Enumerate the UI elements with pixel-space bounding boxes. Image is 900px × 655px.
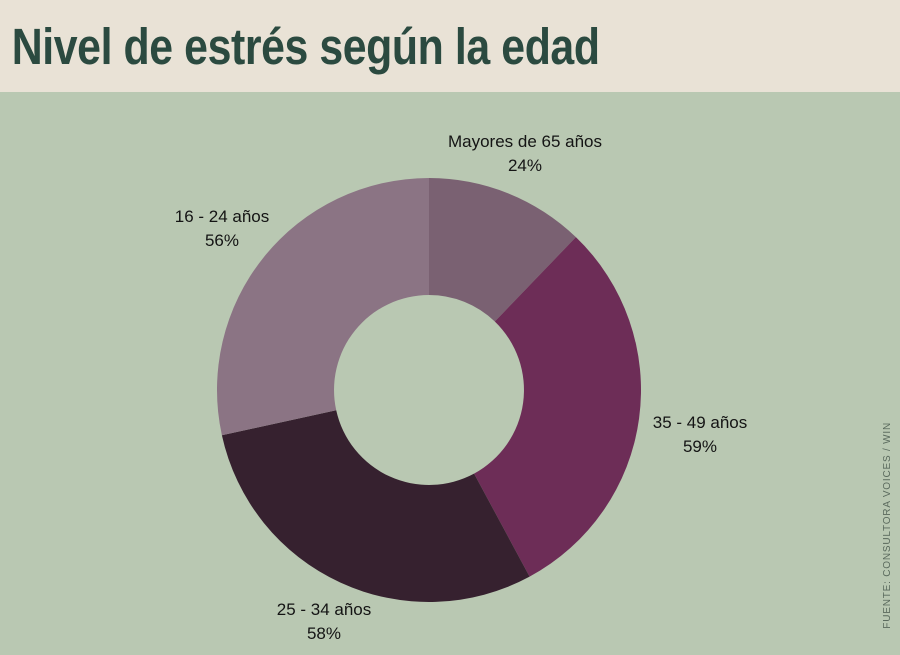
donut-segment-3 — [216, 177, 429, 436]
segment-value-text: 59% — [682, 437, 718, 456]
segment-label-text: 35 - 49 años — [652, 413, 748, 432]
segment-value-text: 24% — [507, 156, 543, 175]
donut-segment-0 — [429, 178, 576, 322]
segment-value-text: 56% — [204, 231, 240, 250]
segment-label-text: Mayores de 65 años — [447, 132, 603, 151]
segment-label-text: 16 - 24 años — [174, 207, 270, 226]
segment-label-16-24: 16 - 24 años 56% — [175, 205, 270, 253]
segment-label-mayores-65: Mayores de 65 años 24% — [448, 130, 602, 178]
segment-label-35-49: 35 - 49 años 59% — [653, 411, 748, 459]
segment-label-25-34: 25 - 34 años 58% — [277, 598, 372, 646]
donut-segment-2 — [221, 410, 530, 603]
segment-value-text: 58% — [306, 624, 342, 643]
header: Nivel de estrés según la edad — [0, 0, 900, 92]
chart-area: Mayores de 65 años 24% 35 - 49 años 59% … — [0, 92, 900, 655]
donut-segment-1 — [474, 237, 641, 577]
source-note: FUENTE: CONSULTORA VOICES / WIN — [882, 422, 893, 629]
page-title: Nivel de estrés según la edad — [11, 17, 600, 75]
donut-chart — [216, 177, 641, 603]
segment-label-text: 25 - 34 años — [276, 600, 372, 619]
